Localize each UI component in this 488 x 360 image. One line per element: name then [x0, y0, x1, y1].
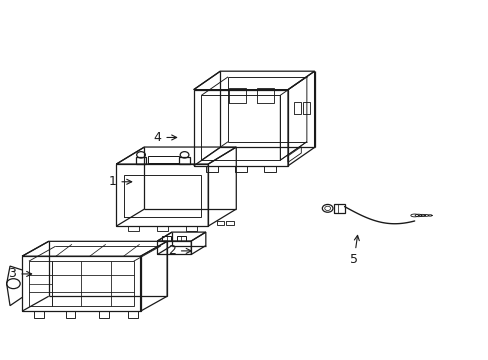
Text: 3: 3 [8, 267, 32, 280]
Text: 1: 1 [108, 175, 131, 188]
Text: 5: 5 [349, 235, 359, 266]
Text: 2: 2 [168, 244, 191, 257]
Text: 4: 4 [153, 131, 176, 144]
